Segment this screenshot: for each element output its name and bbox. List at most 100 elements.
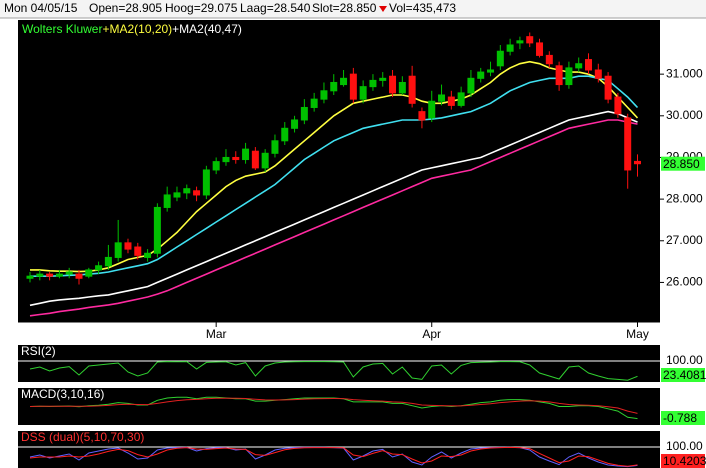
title: Wolters Kluwer	[22, 22, 102, 36]
price-title: Wolters Kluwer+MA2(10,20)+MA2(40,47)	[22, 22, 242, 36]
candle-body	[65, 271, 73, 275]
candle-body	[349, 73, 357, 100]
candle-body	[398, 81, 406, 94]
candle-body	[193, 190, 201, 196]
candle-body	[46, 273, 54, 277]
indicator-line	[29, 397, 638, 414]
moving-average-line	[30, 60, 639, 273]
candle-body	[271, 140, 279, 154]
header-date: Mon 04/05/15	[4, 1, 78, 15]
candle-body	[320, 90, 328, 100]
candle-body	[359, 86, 367, 100]
y-tick-label: 27.000	[666, 233, 703, 247]
candle-body	[614, 96, 622, 115]
candle-body	[379, 77, 387, 81]
candle-body	[536, 42, 544, 56]
candle-body	[330, 81, 338, 92]
candle-body	[153, 206, 161, 254]
legend-entry: +MA2(40,47)	[172, 22, 242, 36]
volume-icon	[379, 6, 387, 12]
candle-body	[104, 256, 112, 267]
candle-body	[408, 75, 416, 104]
candle-body	[634, 160, 641, 165]
candle-body	[585, 59, 593, 71]
candle-body	[261, 152, 269, 169]
x-tick-label: Apr	[422, 327, 441, 341]
candle-body	[389, 75, 397, 94]
candle-body	[604, 75, 612, 100]
candle-body	[516, 40, 524, 44]
candle-body	[624, 117, 632, 171]
candle-body	[242, 148, 250, 161]
header-close: Slot=28.850	[312, 1, 377, 15]
candle-body	[438, 94, 446, 102]
y-tick-label: 100.00	[666, 439, 703, 453]
header-open: Open=28.905	[89, 1, 162, 15]
last-value-label-box	[661, 411, 705, 425]
candle-body	[212, 161, 220, 171]
candle-body	[75, 273, 83, 279]
candle-body	[340, 77, 348, 86]
moving-average-line	[30, 75, 639, 277]
moving-average-line	[29, 119, 638, 317]
y-tick-label: 100.00	[666, 353, 703, 367]
candle-body	[300, 106, 308, 121]
candle-body	[467, 77, 475, 94]
candle-body	[163, 194, 171, 208]
candle-body	[496, 50, 504, 67]
rsi-panel	[18, 345, 660, 382]
y-tick-label: 28.000	[666, 191, 703, 205]
candle-body	[114, 242, 122, 258]
candle-body	[428, 100, 436, 119]
candle-body	[26, 275, 34, 279]
candle-body	[281, 127, 289, 142]
price-panel	[18, 20, 660, 322]
header-volume: Vol=435,473	[389, 1, 456, 15]
last-price-label: 28.850	[663, 157, 700, 171]
last-price-label-box	[661, 156, 705, 171]
candle-body	[36, 273, 44, 277]
header-low: Laag=28.540	[240, 1, 311, 15]
last-value-label-box	[661, 368, 705, 382]
moving-average-line	[29, 110, 638, 307]
candle-body	[144, 252, 152, 258]
last-value-label-box	[661, 454, 705, 468]
last-value-label: -0.788	[663, 411, 697, 425]
legend-entry: +MA2(10,20)	[102, 22, 172, 36]
last-value-label: 23.4081	[663, 368, 706, 382]
indicator-line	[29, 361, 638, 381]
candle-body	[506, 44, 514, 52]
x-tick-label: Mar	[206, 327, 227, 341]
candle-body	[173, 192, 181, 198]
candle-body	[222, 156, 230, 163]
candle-body	[369, 79, 377, 88]
candle-body	[447, 96, 455, 106]
candle-body	[545, 54, 553, 65]
candle-body	[310, 98, 318, 108]
header-high: Hoog=29.075	[165, 1, 238, 15]
candle-body	[555, 65, 563, 86]
macd-panel	[18, 388, 660, 425]
panel-title: MACD(3,10,16)	[21, 387, 104, 401]
candle-body	[183, 188, 191, 194]
y-tick-label: 26.000	[666, 275, 703, 289]
header-bar	[0, 0, 706, 18]
candle-body	[457, 92, 465, 106]
panel-title: RSI(2)	[21, 344, 56, 358]
candle-body	[418, 111, 426, 121]
candle-body	[487, 69, 495, 73]
y-tick-label: 30.000	[666, 108, 703, 122]
candle-body	[232, 156, 240, 161]
candle-body	[575, 63, 583, 69]
candle-body	[565, 67, 573, 86]
panel-title: DSS (dual)(5,10,70,30)	[21, 430, 144, 444]
candle-body	[202, 169, 210, 196]
candle-body	[477, 71, 485, 79]
candle-body	[55, 273, 63, 277]
indicator-line	[29, 446, 638, 467]
candle-body	[594, 69, 602, 79]
candle-body	[95, 265, 103, 271]
x-tick-label: May	[626, 327, 649, 341]
